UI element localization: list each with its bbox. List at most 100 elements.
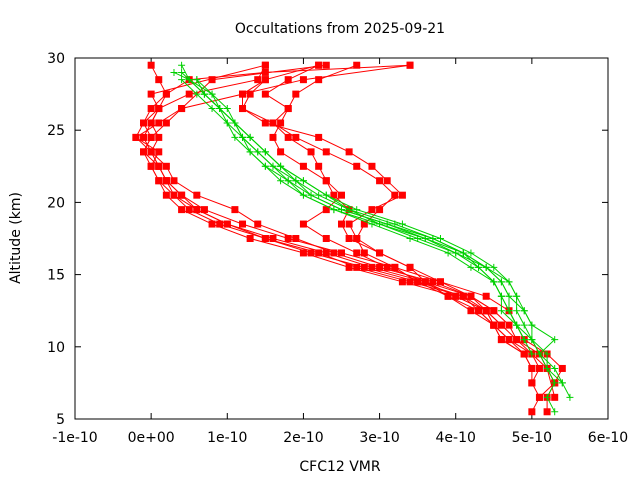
data-point-square xyxy=(147,148,155,156)
data-point-square xyxy=(406,61,414,69)
data-point-square xyxy=(482,292,490,300)
data-point-square xyxy=(284,235,292,242)
data-point-plus xyxy=(277,162,285,170)
data-point-plus xyxy=(520,307,528,315)
series-line xyxy=(204,93,518,326)
data-point-square xyxy=(315,61,323,69)
data-point-square xyxy=(223,220,231,228)
data-point-square xyxy=(162,191,170,199)
data-point-square xyxy=(459,292,467,300)
data-point-square xyxy=(284,105,292,113)
data-point-square xyxy=(391,263,399,271)
data-point-square xyxy=(246,235,254,242)
data-point-square xyxy=(315,133,323,141)
data-point-plus xyxy=(277,177,285,185)
data-point-square xyxy=(299,249,307,257)
data-point-plus xyxy=(558,379,566,387)
data-point-plus xyxy=(239,133,247,141)
data-point-square xyxy=(322,249,330,257)
data-point-plus xyxy=(444,249,452,257)
data-point-plus xyxy=(368,220,376,228)
data-point-plus xyxy=(208,105,216,113)
data-point-plus xyxy=(528,336,536,344)
data-point-square xyxy=(543,408,551,416)
data-point-square xyxy=(284,133,292,141)
data-point-square xyxy=(239,105,247,113)
data-point-plus xyxy=(231,133,239,141)
data-point-plus xyxy=(193,76,201,84)
y-tick-label: 10 xyxy=(47,340,65,356)
data-point-square xyxy=(277,148,285,156)
data-point-plus xyxy=(551,364,559,372)
data-point-plus xyxy=(497,292,505,300)
data-point-square xyxy=(528,408,536,416)
data-point-plus xyxy=(520,321,528,329)
y-tick-label: 20 xyxy=(47,195,65,211)
data-point-square xyxy=(345,148,353,156)
data-point-square xyxy=(353,61,361,69)
data-point-square xyxy=(406,278,414,286)
data-point-plus xyxy=(299,177,307,185)
data-point-square xyxy=(322,148,330,156)
data-point-square xyxy=(452,292,460,300)
data-point-plus xyxy=(528,321,536,329)
data-point-plus xyxy=(330,206,338,214)
data-point-square xyxy=(155,76,163,84)
x-tick-label: 2e-10 xyxy=(283,430,323,446)
data-point-square xyxy=(383,177,391,185)
data-point-square xyxy=(345,263,353,271)
data-point-square xyxy=(535,393,543,401)
data-point-square xyxy=(398,191,406,199)
data-point-plus xyxy=(482,263,490,271)
data-point-plus xyxy=(406,235,414,242)
data-point-square xyxy=(482,307,490,315)
data-point-plus xyxy=(246,133,254,141)
data-point-square xyxy=(155,162,163,170)
series-red-4 xyxy=(132,61,543,387)
data-point-square xyxy=(185,206,193,214)
data-point-plus xyxy=(353,206,361,214)
series-red-6 xyxy=(140,61,559,401)
data-point-square xyxy=(193,206,201,214)
data-point-square xyxy=(147,133,155,141)
data-point-plus xyxy=(261,162,269,170)
data-point-plus xyxy=(459,249,467,257)
data-point-square xyxy=(368,162,376,170)
data-point-plus xyxy=(254,148,262,156)
data-point-plus xyxy=(223,105,231,113)
series-line xyxy=(142,64,541,413)
data-point-square xyxy=(147,90,155,98)
data-point-square xyxy=(261,68,269,76)
y-tick-label: 30 xyxy=(47,51,65,67)
data-point-square xyxy=(178,206,186,214)
series-line xyxy=(272,64,495,312)
data-point-plus xyxy=(513,307,521,315)
series-red-10 xyxy=(261,61,498,329)
series-red-7 xyxy=(239,76,528,358)
data-point-plus xyxy=(505,278,513,286)
data-point-square xyxy=(307,249,315,257)
data-point-square xyxy=(505,321,513,329)
data-point-square xyxy=(467,307,475,315)
data-point-square xyxy=(170,191,178,199)
data-point-square xyxy=(147,162,155,170)
data-point-square xyxy=(208,76,216,84)
x-tick-label: 3e-10 xyxy=(359,430,399,446)
data-point-plus xyxy=(429,235,437,242)
data-point-plus xyxy=(178,68,186,76)
data-point-square xyxy=(345,220,353,228)
series-line xyxy=(142,64,556,398)
data-point-square xyxy=(269,133,277,141)
data-point-plus xyxy=(520,336,528,344)
x-axis-label: CFC12 VMR xyxy=(299,459,381,475)
data-point-square xyxy=(239,220,247,228)
data-point-plus xyxy=(178,76,186,84)
x-tick-label: 4e-10 xyxy=(436,430,476,446)
data-point-square xyxy=(162,119,170,127)
data-point-square xyxy=(155,119,163,127)
data-point-square xyxy=(254,76,262,84)
data-point-plus xyxy=(436,235,444,242)
data-point-square xyxy=(383,263,391,271)
x-tick-label: 6e-10 xyxy=(588,430,628,446)
